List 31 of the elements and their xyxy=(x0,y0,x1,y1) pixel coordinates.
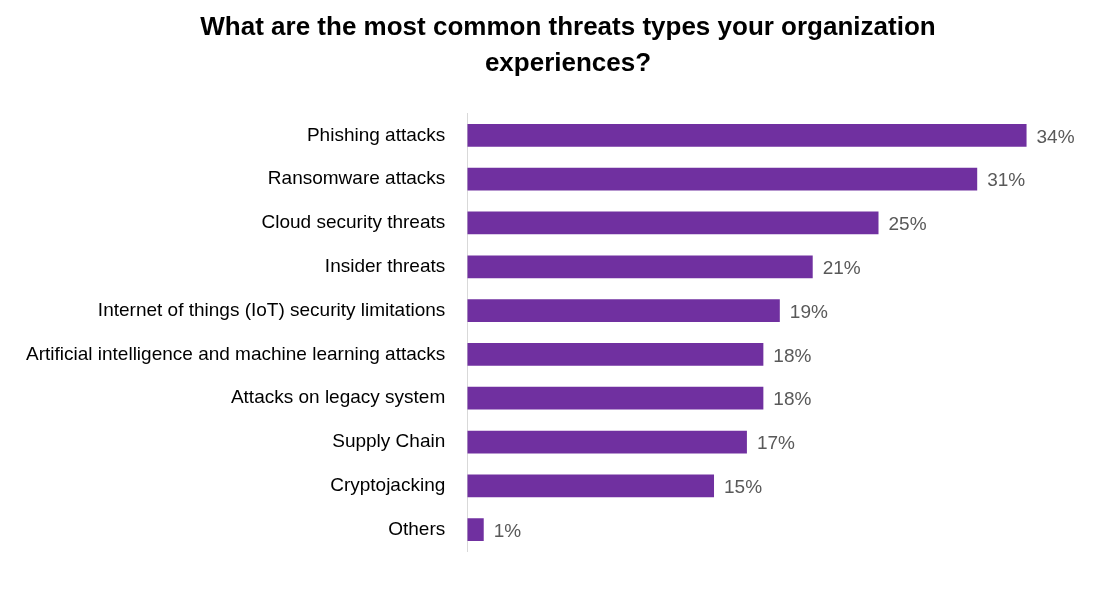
y-tick-label: Artificial intelligence and machine learning attacks xyxy=(26,342,446,364)
data-label: 21% xyxy=(822,257,861,278)
y-tick-label: Attacks on legacy system xyxy=(230,386,446,408)
y-tick-label: Phishing attacks xyxy=(306,123,446,145)
data-label: 18% xyxy=(773,344,812,366)
bar xyxy=(467,430,747,454)
data-label: 18% xyxy=(773,388,812,410)
bar xyxy=(467,518,484,542)
y-tick-label: Others xyxy=(388,517,446,539)
data-label: 15% xyxy=(724,476,763,498)
y-tick-label: Cryptojacking xyxy=(330,474,446,496)
bar xyxy=(467,386,764,410)
data-label: 34% xyxy=(1036,125,1075,147)
y-tick-label: Cloud security threats xyxy=(261,211,446,233)
y-tick-label: Ransomware attacks xyxy=(267,167,446,189)
y-tick-label: Supply Chain xyxy=(332,430,446,452)
bar xyxy=(467,167,978,191)
data-label: 31% xyxy=(987,169,1026,191)
data-label: 1% xyxy=(493,519,522,541)
bar xyxy=(467,343,764,366)
bar xyxy=(467,474,715,498)
bar xyxy=(467,211,879,235)
data-label: 19% xyxy=(789,300,828,322)
y-tick-label: Insider threats xyxy=(324,255,446,276)
bar xyxy=(467,299,780,322)
bar xyxy=(467,255,813,279)
data-label: 25% xyxy=(888,213,927,235)
y-tick-label: Internet of things (IoT) security limitations xyxy=(97,298,446,320)
bar xyxy=(467,123,1027,147)
data-label: 17% xyxy=(756,432,796,454)
chart-title: What are the most common threats types your organization experiences? xyxy=(199,10,937,79)
